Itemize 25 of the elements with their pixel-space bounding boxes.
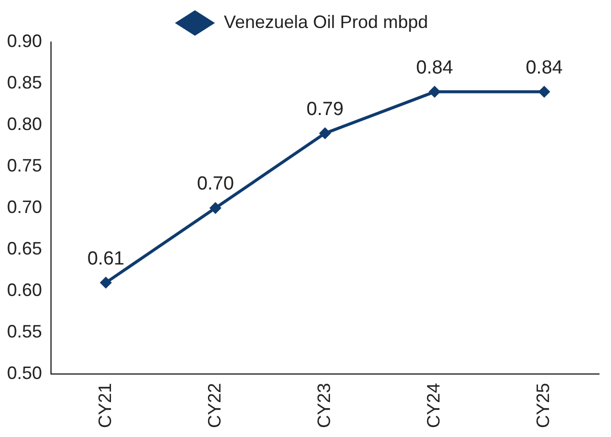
y-tick-label: 0.70 bbox=[6, 196, 42, 217]
x-tick-label: CY24 bbox=[424, 382, 444, 428]
y-tick-label: 0.50 bbox=[6, 362, 42, 383]
legend-label: Venezuela Oil Prod mbpd bbox=[224, 12, 428, 32]
point bbox=[209, 202, 222, 214]
point bbox=[538, 86, 550, 98]
x-tick-label: CY21 bbox=[94, 382, 115, 428]
y-tick-label: 0.85 bbox=[6, 72, 42, 92]
y-tick-label: 0.60 bbox=[6, 280, 42, 300]
point bbox=[100, 276, 112, 289]
text: 0.61 bbox=[87, 248, 124, 270]
x-tick-label: CY23 bbox=[314, 382, 334, 428]
y-tick-label: 0.90 bbox=[6, 30, 42, 51]
y-tick-label: 0.65 bbox=[6, 238, 42, 258]
y-tick-label: 0.55 bbox=[6, 321, 42, 342]
y-tick-label: 0.75 bbox=[6, 155, 42, 176]
text: 0.70 bbox=[196, 174, 234, 195]
x-tick-label: CY25 bbox=[533, 382, 554, 428]
point bbox=[428, 86, 441, 98]
point bbox=[319, 127, 332, 140]
text: 0.79 bbox=[306, 99, 344, 120]
x-tick-label: CY22 bbox=[204, 382, 224, 428]
text: 0.84 bbox=[416, 58, 454, 79]
text: 0.84 bbox=[526, 58, 563, 79]
y-tick-label: 0.80 bbox=[6, 114, 42, 134]
